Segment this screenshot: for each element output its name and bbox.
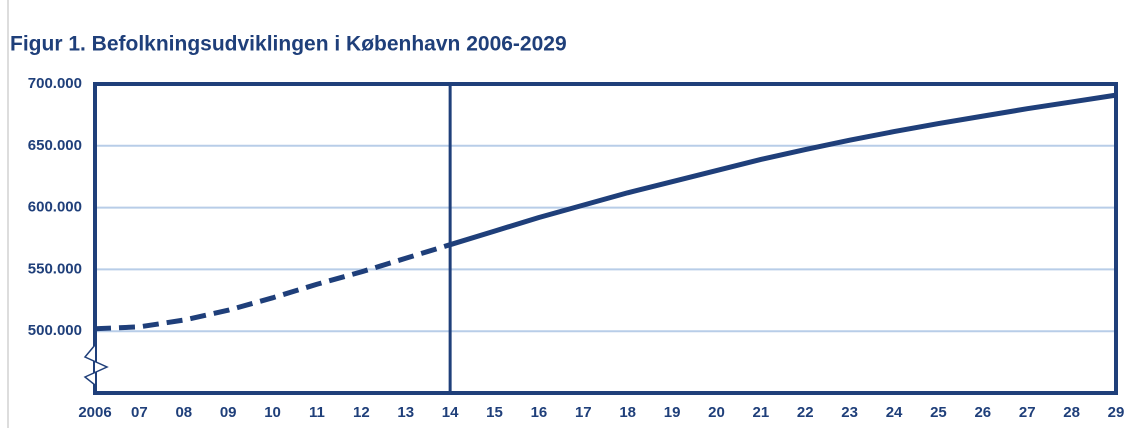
- x-tick-label: 08: [175, 404, 192, 421]
- x-tick-label: 26: [974, 404, 991, 421]
- y-tick-label: 550.000: [28, 260, 82, 277]
- x-tick-label: 2006: [78, 404, 111, 421]
- x-tick-label: 19: [664, 404, 681, 421]
- x-tick-label: 18: [619, 404, 636, 421]
- plot-frame: [93, 82, 1118, 395]
- x-tick-label: 11: [309, 404, 325, 421]
- x-tick-label: 29: [1108, 404, 1125, 421]
- x-tick-label: 25: [930, 404, 947, 421]
- x-tick-label: 16: [531, 404, 548, 421]
- y-tick-label: 500.000: [28, 322, 82, 339]
- population-line: [94, 242, 451, 332]
- x-tick-label: 07: [131, 404, 148, 421]
- axis-break: [83, 344, 109, 386]
- chart-title: Figur 1. Befolkningsudviklingen i Københ…: [10, 33, 567, 56]
- x-tick-label: 21: [753, 404, 770, 421]
- x-tick-label: 27: [1019, 404, 1036, 421]
- x-tick-label: 13: [397, 404, 414, 421]
- x-tick-label: 20: [708, 404, 725, 421]
- x-tick-label: 22: [797, 404, 814, 421]
- x-tick-label: 23: [841, 404, 858, 421]
- x-tick-label: 28: [1063, 404, 1080, 421]
- x-tick-label: 10: [264, 404, 281, 421]
- x-tick-label: 14: [442, 404, 459, 421]
- x-tick-label: 15: [486, 404, 503, 421]
- population-line: [449, 92, 1117, 248]
- x-tick-label: 24: [886, 404, 903, 421]
- y-tick-label: 700.000: [28, 75, 82, 92]
- x-tick-label: 12: [353, 404, 370, 421]
- y-tick-label: 650.000: [28, 137, 82, 154]
- x-tick-label: 09: [220, 404, 237, 421]
- x-tick-label: 17: [575, 404, 592, 421]
- marks: [94, 84, 1117, 393]
- y-tick-label: 600.000: [28, 199, 82, 216]
